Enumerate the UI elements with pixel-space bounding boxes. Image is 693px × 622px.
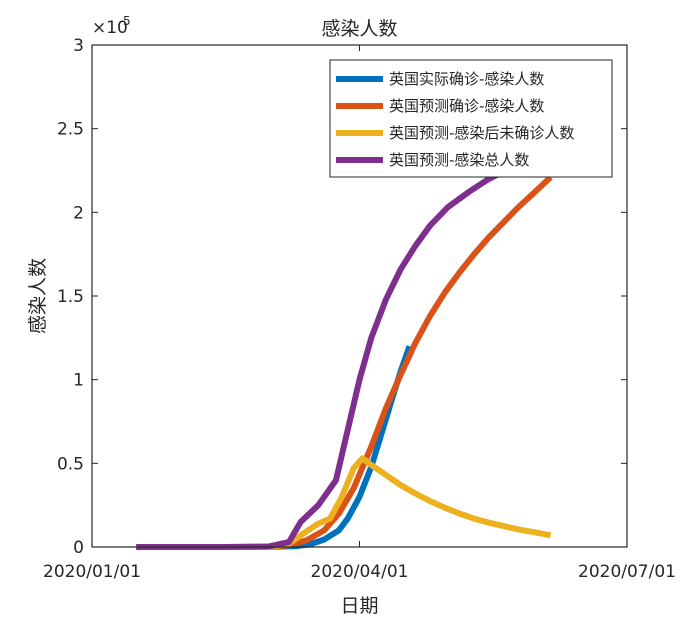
legend-label: 英国预测-感染后未确诊人数 <box>389 124 574 142</box>
series-line-3 <box>224 455 552 550</box>
series-line-2 <box>224 175 553 550</box>
multiplier-exponent: 5 <box>123 14 131 28</box>
series-line-4 <box>136 159 526 550</box>
y-tick-label: 0.5 <box>57 454 84 474</box>
y-tick-label: 1 <box>73 371 84 391</box>
legend: 英国实际确诊-感染人数英国预测确诊-感染人数英国预测-感染后未确诊人数英国预测-… <box>329 59 613 178</box>
chart-title: 感染人数 <box>321 18 397 40</box>
legend-label: 英国实际确诊-感染人数 <box>389 70 544 88</box>
y-tick-label: 3 <box>73 36 84 56</box>
y-tick-label: 2.5 <box>57 120 84 140</box>
legend-label: 英国预测-感染总人数 <box>389 151 529 169</box>
y-axis-label: 感染人数 <box>27 258 49 334</box>
y-axis-ticks: 0 0.5 1 1.5 2 2.5 3 <box>57 36 627 558</box>
x-axis-label: 日期 <box>340 595 378 617</box>
y-tick-label: 2 <box>73 203 84 223</box>
x-axis-ticks: 2020/01/01 2020/04/01 2020/07/01 <box>43 45 676 582</box>
y-tick-label: 1.5 <box>57 287 84 307</box>
x-tick-label: 2020/04/01 <box>311 562 409 582</box>
legend-label: 英国预测确诊-感染人数 <box>389 97 544 115</box>
multiplier-base: ×10 <box>92 18 128 38</box>
x-tick-label: 2020/07/01 <box>578 562 676 582</box>
x-tick-label: 2020/01/01 <box>43 562 141 582</box>
y-axis-multiplier: ×10 5 <box>92 14 131 38</box>
y-tick-label: 0 <box>73 538 84 558</box>
